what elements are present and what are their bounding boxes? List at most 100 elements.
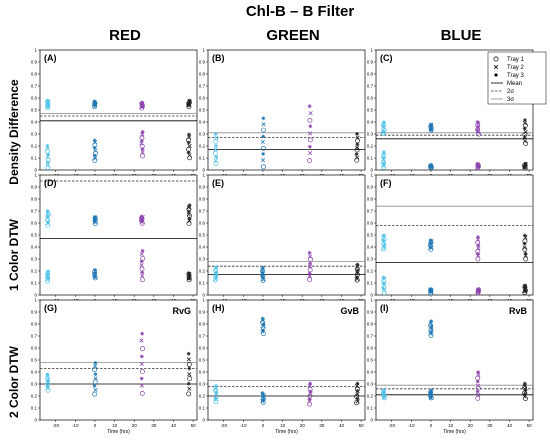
data-point [307, 277, 313, 283]
data-point [381, 124, 386, 129]
data-point [139, 153, 145, 159]
data-point [139, 376, 144, 381]
data-point [382, 120, 386, 125]
data-point [307, 250, 312, 255]
y-tick-label: 0.8 [199, 197, 206, 202]
x-tick-label: -20 [388, 423, 395, 428]
data-point [354, 275, 359, 280]
plot-area [207, 174, 366, 296]
column-title-red: RED [109, 27, 141, 44]
data-point [92, 219, 97, 224]
data-point [92, 145, 97, 150]
plot-area [375, 174, 534, 296]
data-point [140, 100, 145, 105]
data-point [45, 214, 50, 219]
data-point [475, 129, 480, 133]
panel-label: (D) [44, 178, 57, 188]
data-point [140, 150, 145, 155]
data-point [261, 134, 266, 139]
data-point [186, 362, 192, 367]
data-point [522, 392, 527, 397]
data-point [187, 98, 192, 103]
panel-label: (B) [212, 53, 225, 63]
y-tick-label: 0.5 [31, 358, 38, 363]
data-point [429, 162, 433, 167]
data-point [213, 161, 219, 167]
y-tick-label: 1 [370, 173, 373, 178]
y-tick-label: 0.4 [199, 120, 206, 125]
legend-entry-label: 2σ [507, 89, 514, 95]
data-point [139, 214, 144, 219]
data-point [261, 398, 266, 403]
y-tick-label: 0.1 [199, 156, 206, 161]
y-tick-label: 0.7 [31, 84, 38, 89]
y-tick-label: 0.6 [199, 346, 206, 351]
data-point [260, 316, 265, 321]
y-tick-label: 0.6 [367, 221, 374, 226]
data-point [187, 376, 193, 382]
y-tick-label: 0.3 [31, 382, 38, 387]
data-point [186, 391, 192, 397]
y-tick-label: 0.8 [31, 197, 38, 202]
panel-label: (G) [44, 303, 57, 313]
x-tick-label: 0 [262, 423, 265, 428]
data-point [429, 124, 433, 129]
x-tick-label: 0 [94, 423, 97, 428]
data-point [213, 386, 218, 391]
y-tick-label: 0.9 [31, 185, 38, 190]
data-point [187, 143, 192, 149]
data-point [139, 338, 144, 343]
data-point [522, 381, 527, 386]
y-tick-label: 1 [202, 48, 205, 53]
data-point [213, 139, 219, 145]
data-point [140, 147, 145, 151]
data-point [46, 152, 51, 157]
plot-area [39, 299, 198, 421]
legend-entry-label: Tray 2 [507, 65, 524, 71]
data-point [186, 103, 191, 108]
data-point [261, 331, 266, 337]
data-point [381, 286, 386, 291]
data-point [307, 264, 313, 269]
data-point [354, 138, 360, 144]
y-tick-label: 0.7 [199, 84, 206, 89]
column-title-green: GREEN [266, 27, 319, 44]
data-point [213, 158, 218, 163]
y-tick-label: 0.6 [367, 346, 374, 351]
y-tick-label: 0.2 [367, 144, 374, 149]
panel-label: (H) [212, 303, 225, 313]
data-point [355, 142, 360, 147]
data-point [429, 327, 434, 332]
y-tick-label: 1 [34, 48, 37, 53]
data-point [214, 135, 219, 140]
y-tick-label: 0.9 [199, 185, 206, 190]
data-point [45, 163, 50, 168]
x-tick-label: 10 [112, 423, 118, 428]
data-point [523, 285, 527, 290]
chart-panel: 00.10.20.30.40.50.60.70.80.91-20-1001020… [31, 173, 198, 310]
data-point [429, 394, 433, 399]
data-point [475, 251, 480, 256]
data-point [429, 319, 434, 324]
y-tick-label: 0.9 [199, 60, 206, 65]
y-tick-label: 0.3 [31, 132, 38, 137]
data-point [261, 265, 265, 270]
data-point [381, 281, 386, 286]
data-point [46, 269, 51, 274]
data-point [140, 369, 145, 375]
data-point [186, 212, 191, 217]
data-point [139, 354, 144, 359]
data-point [493, 56, 499, 62]
data-point [381, 390, 386, 395]
x-tick-label: 20 [132, 423, 138, 428]
y-tick-label: 0.6 [367, 96, 374, 101]
data-point [212, 150, 218, 156]
y-tick-label: 0 [34, 293, 37, 298]
y-tick-label: 0.4 [367, 370, 374, 375]
data-point [354, 384, 359, 389]
data-point [522, 245, 527, 250]
data-point [93, 387, 98, 393]
data-point [381, 275, 386, 280]
